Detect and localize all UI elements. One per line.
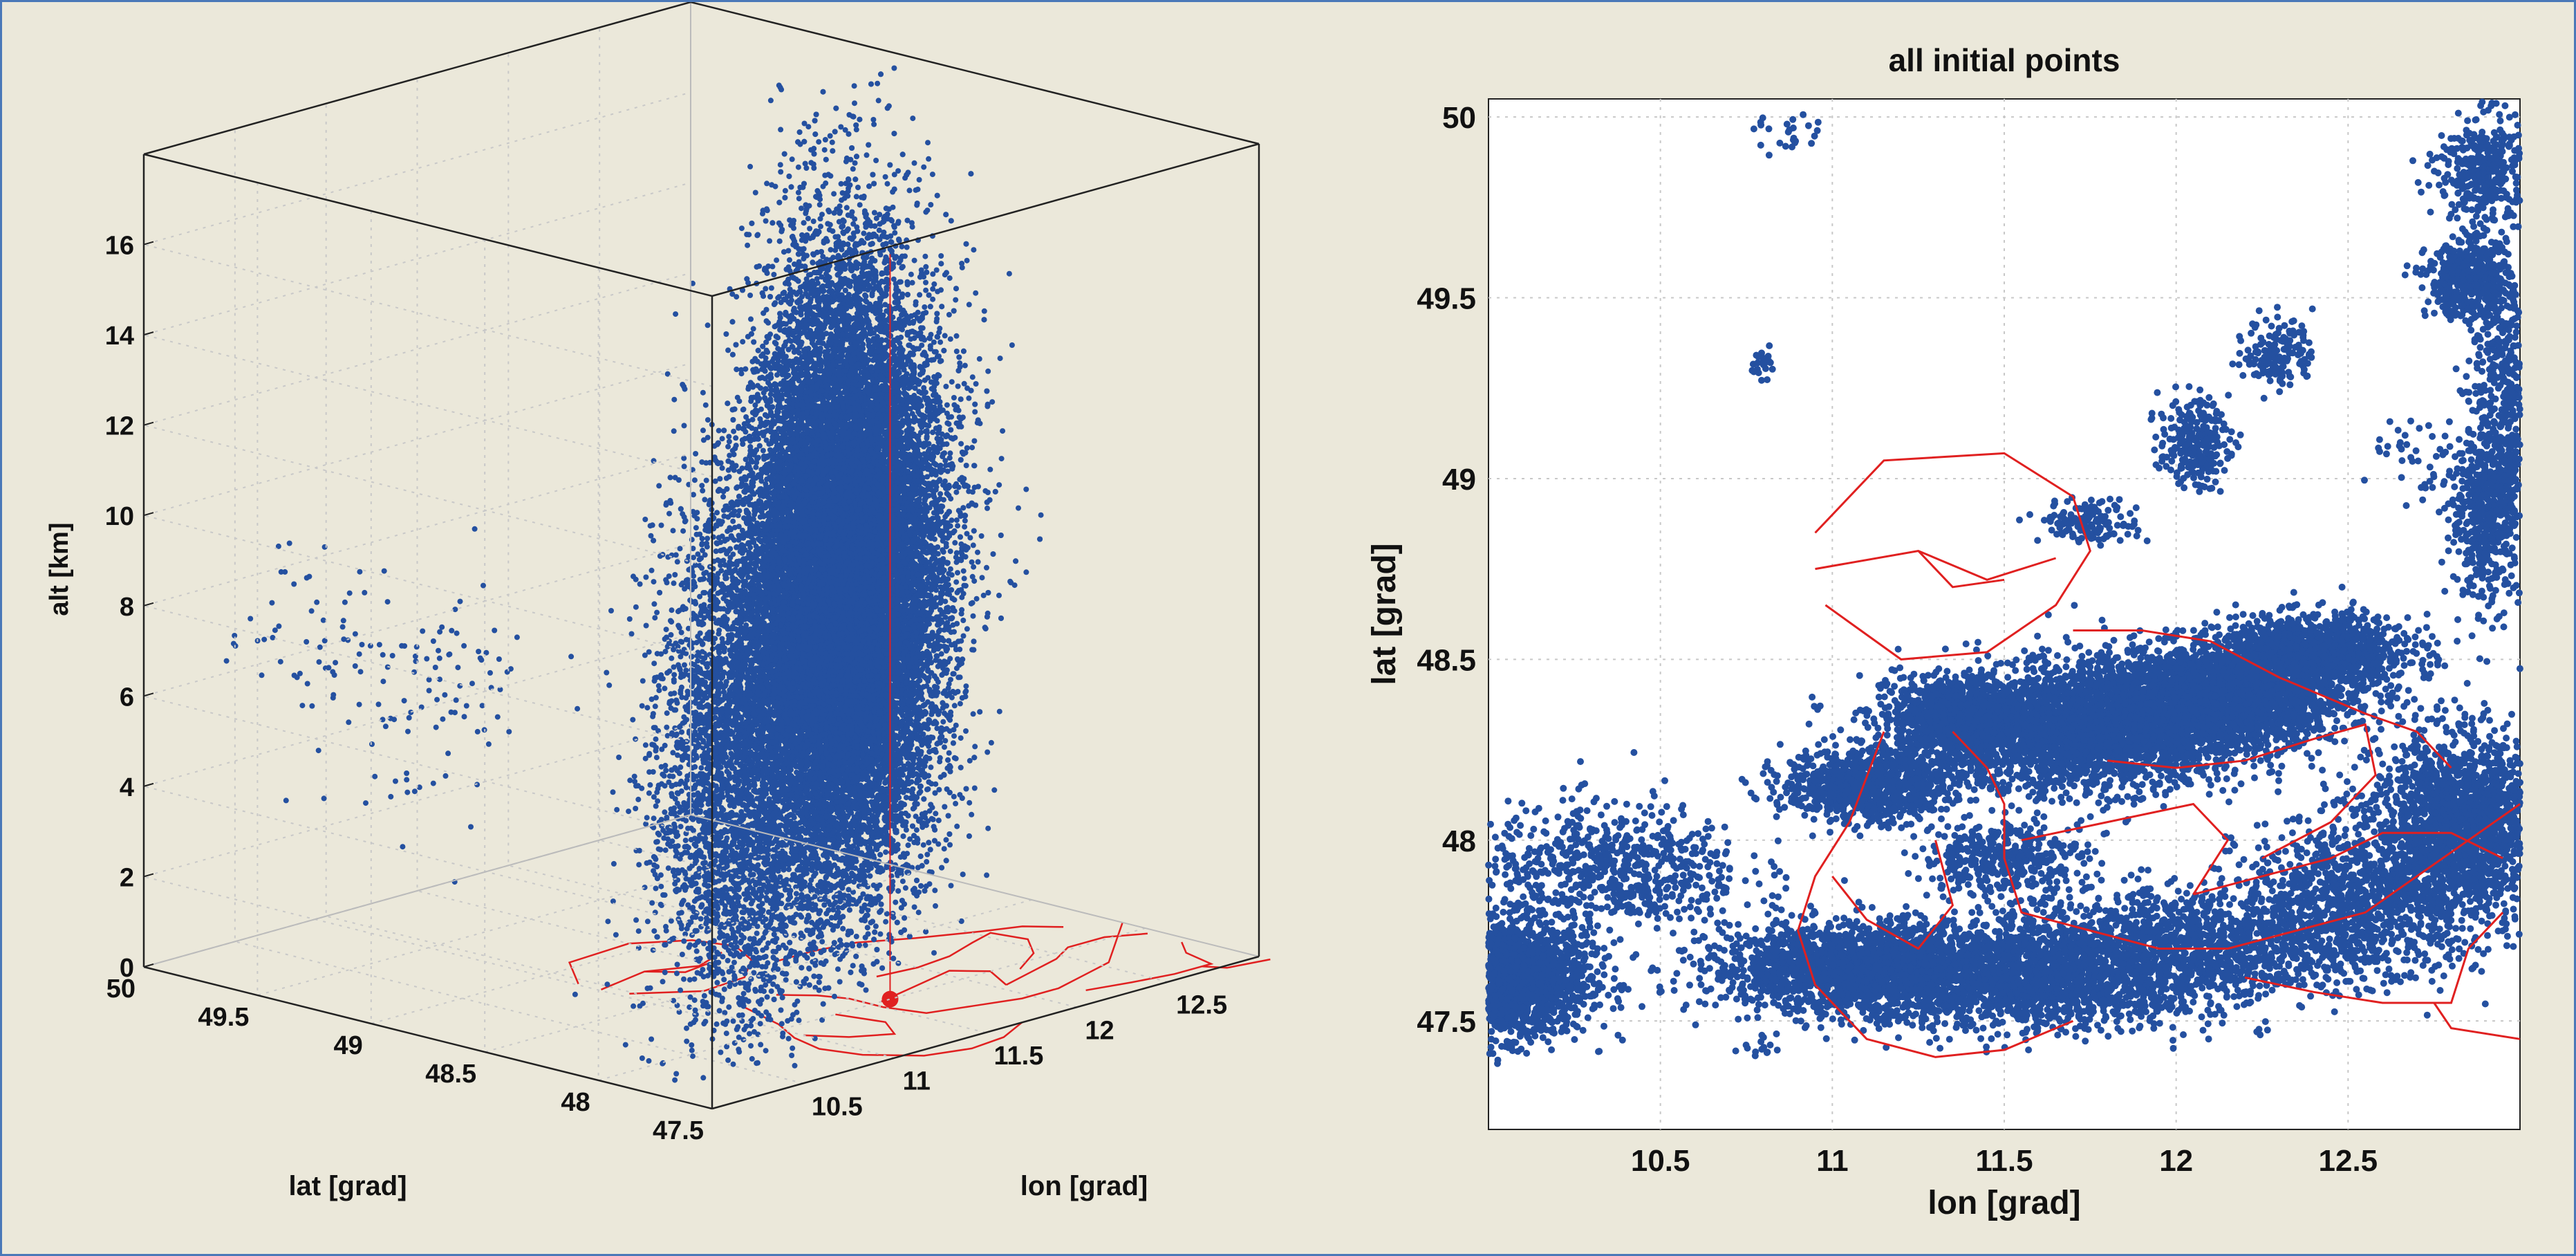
data-point <box>933 903 938 909</box>
data-point <box>863 987 869 993</box>
data-point <box>835 966 841 972</box>
region-outline <box>739 1004 1023 1057</box>
data-point <box>883 918 889 925</box>
region-outline <box>803 1013 897 1038</box>
scatter3d-chart: 024681012141647.54848.54949.55010.51111.… <box>45 2 1271 1201</box>
point-cloud <box>223 65 1044 1083</box>
region-outlines <box>568 922 1271 1057</box>
data-point <box>931 950 937 956</box>
data-point <box>899 878 906 885</box>
data-point <box>736 508 743 514</box>
region-outline <box>880 970 1007 1003</box>
region-outline <box>1202 958 1271 969</box>
region-outline <box>1005 932 1148 986</box>
data-point <box>740 406 747 412</box>
region-outline <box>776 925 1064 963</box>
data-point <box>953 349 960 354</box>
region-outline <box>776 922 1123 1014</box>
data-point <box>971 564 977 570</box>
region-outline <box>876 932 1035 978</box>
region-outline <box>644 962 709 973</box>
data-point <box>819 939 825 945</box>
region-outline <box>1085 941 1214 992</box>
